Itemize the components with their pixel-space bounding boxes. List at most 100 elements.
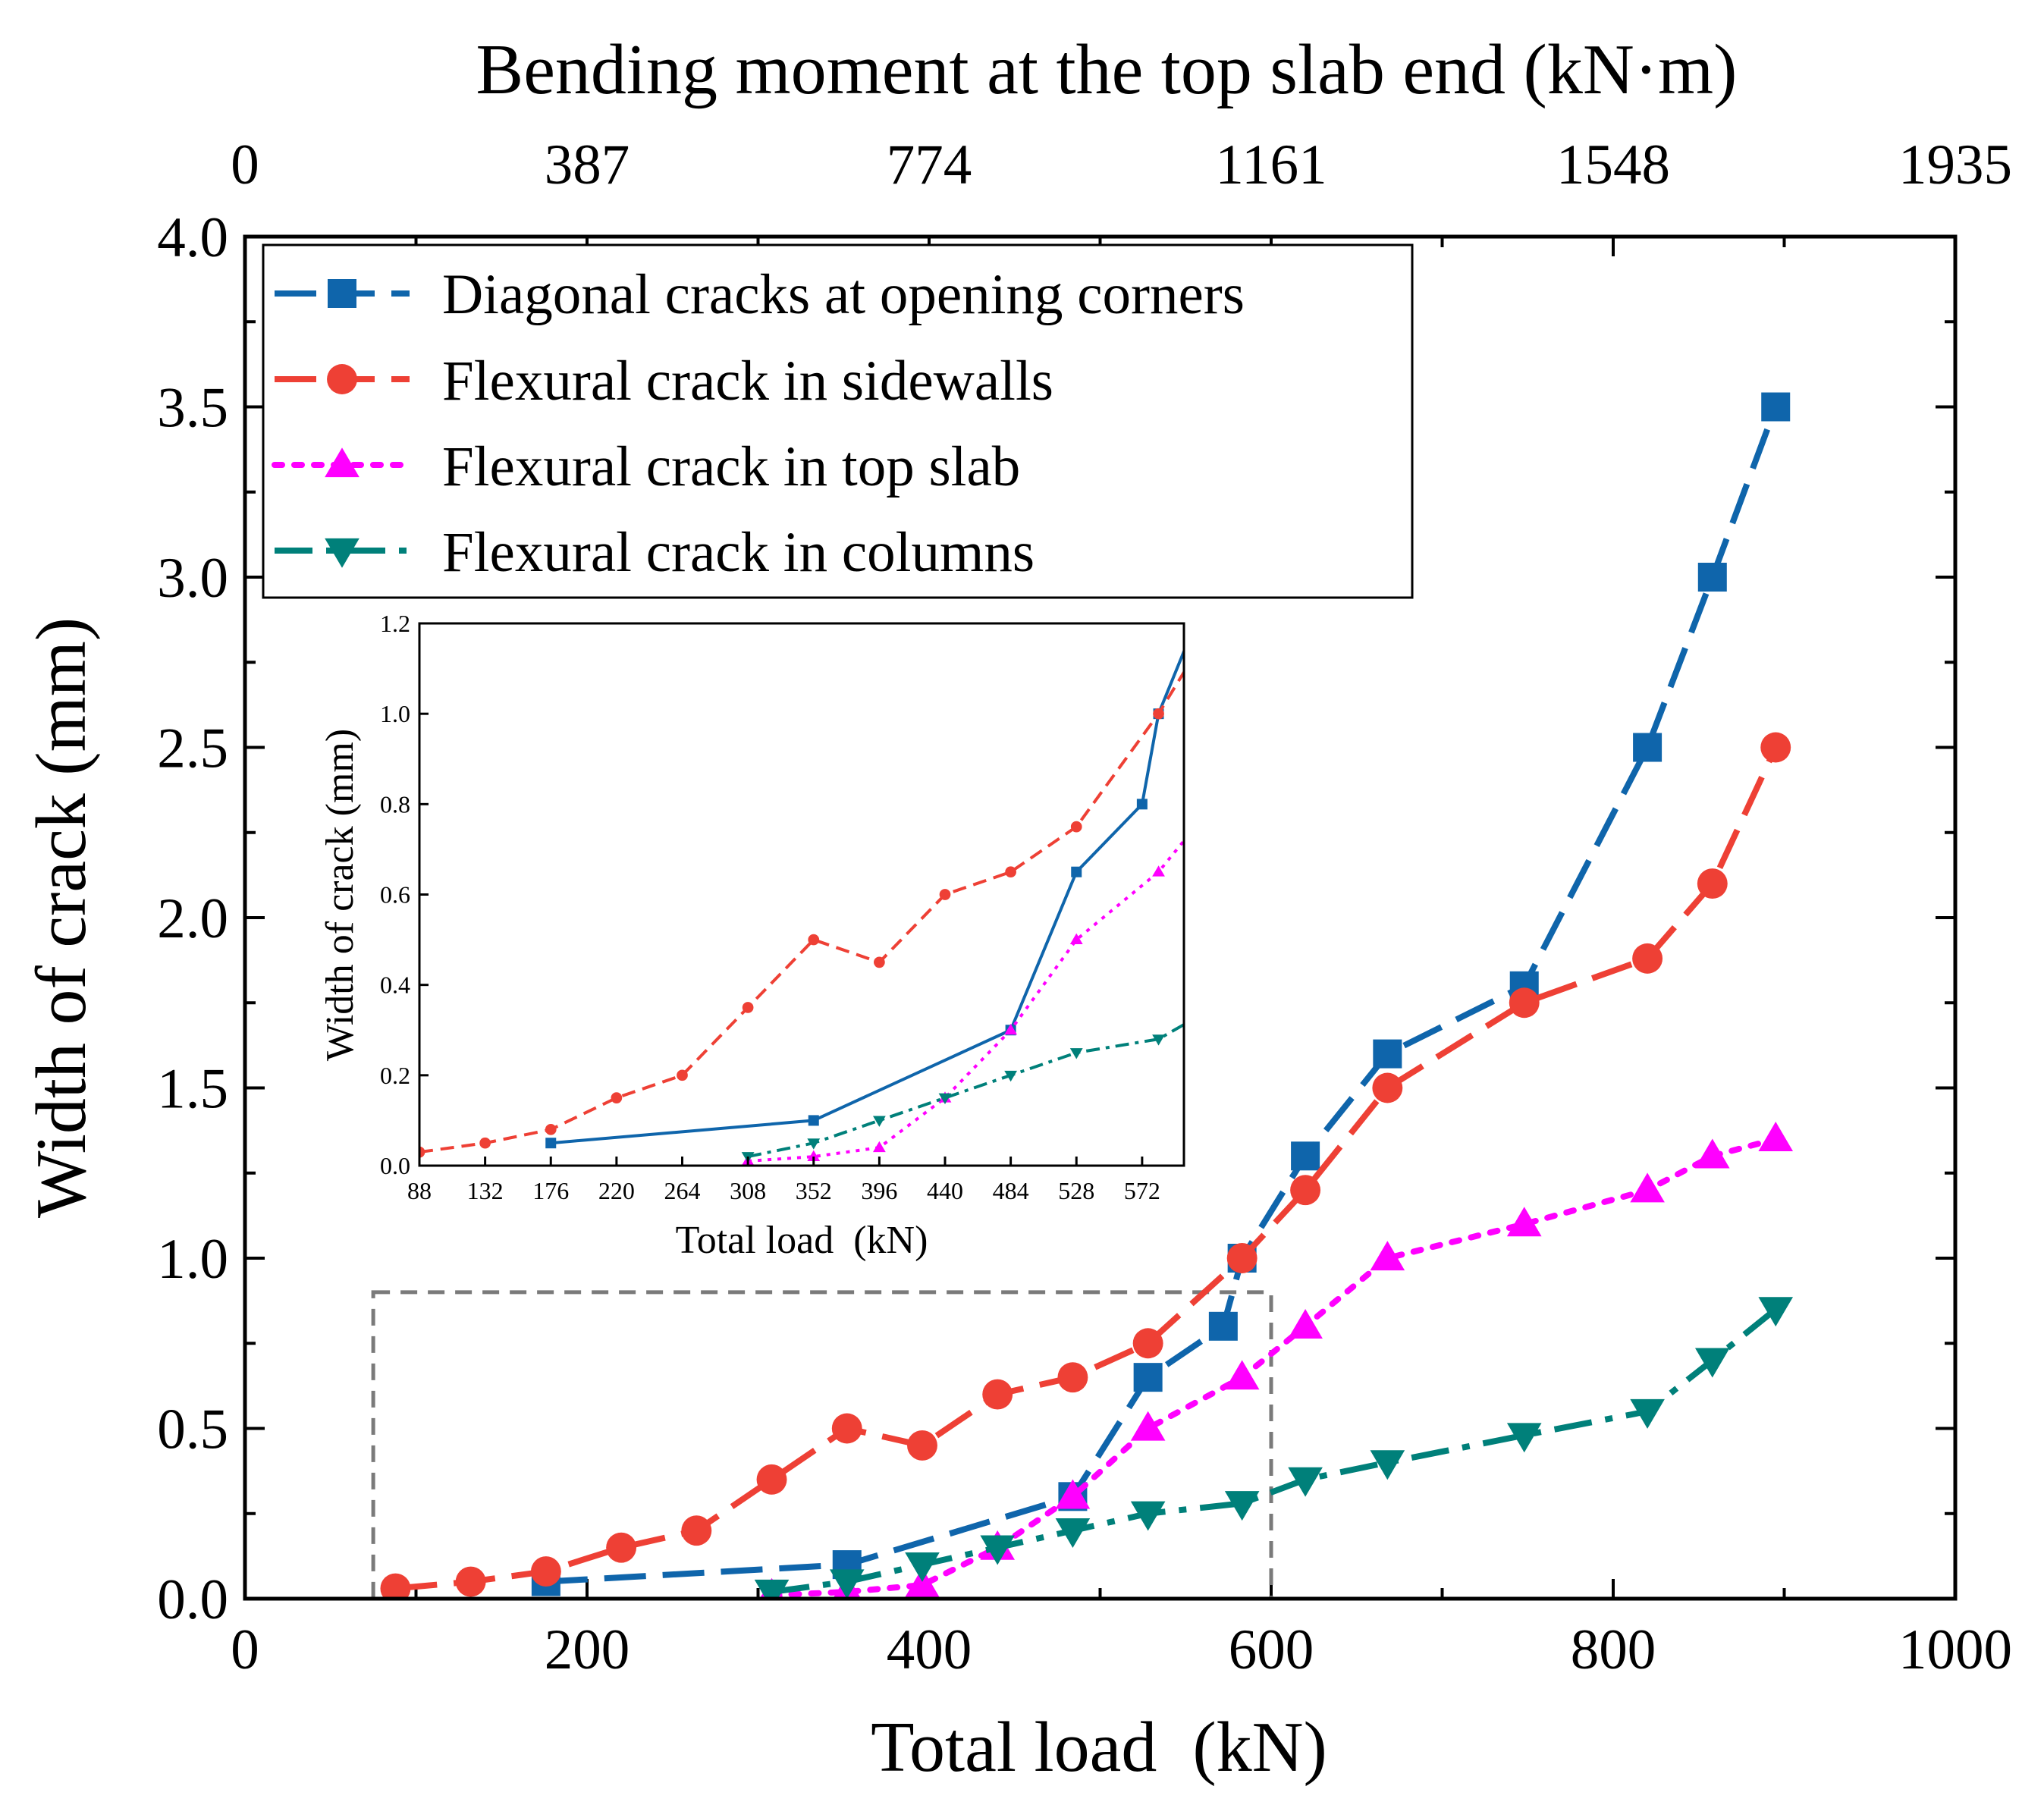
- series-2-marker: [380, 1573, 411, 1599]
- series-3-marker: [1130, 1411, 1166, 1441]
- series-2-marker: [1760, 732, 1791, 763]
- inset-series-3-marker: [1618, 549, 1631, 560]
- inset-x-tick-label: 396: [861, 1177, 897, 1204]
- series-3-marker: [1694, 1138, 1730, 1169]
- x-tick-label: 400: [887, 1618, 972, 1681]
- series-2-marker: [1226, 1243, 1257, 1273]
- inset-series-2-marker: [1507, 310, 1518, 322]
- inset-series-line-2: [419, 669, 1184, 1154]
- legend-marker-series-3: [325, 447, 360, 478]
- inset-series-4-marker: [1069, 1048, 1083, 1059]
- top-tick-label: 1935: [1898, 133, 2012, 196]
- series-1-marker: [1697, 563, 1727, 592]
- legend-box: [262, 243, 1414, 599]
- series-3-marker: [1758, 1122, 1794, 1151]
- inset-series-2-marker: [939, 889, 951, 900]
- inset-frame-bg: [419, 623, 1184, 1166]
- series-2-marker: [982, 1379, 1013, 1410]
- inset-series-2-marker: [1153, 708, 1164, 720]
- inset-x-tick-label: 264: [664, 1177, 701, 1204]
- top-tick-label: 1548: [1556, 133, 1670, 196]
- inset-series-2-marker: [419, 1146, 425, 1158]
- top-tick-label: 1161: [1215, 133, 1327, 196]
- inset-series-line-1: [551, 647, 1184, 1145]
- legend: Diagonal cracks at opening corners Flexu…: [262, 243, 1414, 599]
- inset-series-2-marker: [1070, 821, 1082, 833]
- inset-series-1-marker: [1071, 866, 1082, 877]
- y-tick-label: 2.0: [157, 887, 228, 950]
- series-3-marker: [1055, 1479, 1091, 1509]
- inset-y-tick-label: 0.2: [380, 1062, 410, 1089]
- series-1-marker: [1291, 1141, 1320, 1171]
- y-axis-ticks: 0.0 0.5 1.0 1.5 2.0 2.5 3.0 3.5 4.0: [157, 206, 1955, 1631]
- inset-series-3-marker: [1207, 798, 1220, 808]
- series-4-marker: [1224, 1491, 1260, 1521]
- series-4-marker: [980, 1535, 1015, 1565]
- y-tick-label: 2.5: [157, 717, 228, 780]
- inset-series-3-marker: [1563, 572, 1576, 582]
- series-4-marker: [1370, 1450, 1405, 1480]
- inset-series-3-marker: [1506, 617, 1519, 628]
- main-plot-series: [380, 392, 1794, 1599]
- series-4-marker: [1055, 1518, 1091, 1548]
- series-4-marker: [1506, 1423, 1542, 1453]
- series-3-marker: [1288, 1309, 1323, 1339]
- legend-label-series-4: Flexural crack in columns: [442, 521, 1035, 584]
- series-3-marker: [1506, 1207, 1542, 1237]
- inset-x-tick-label: 440: [927, 1177, 963, 1204]
- inset-series-4-marker: [807, 1138, 821, 1150]
- inset-series-3-marker: [872, 1141, 886, 1153]
- legend-label-series-1: Diagonal cracks at opening corners: [442, 263, 1245, 326]
- series-3-marker: [905, 1568, 940, 1598]
- inset-series-2-marker: [1208, 618, 1220, 629]
- inset-series-2-marker: [1564, 211, 1575, 222]
- inset-y-axis-ticks: 0.0 0.2 0.4 0.6 0.8 1.0 1.2: [380, 610, 429, 1179]
- x-tick-label: 800: [1571, 1618, 1656, 1681]
- inset-series-4-marker: [938, 1093, 952, 1105]
- inset-x-tick-label: 132: [467, 1177, 504, 1204]
- series-2-marker: [831, 1413, 862, 1444]
- series-4-marker: [1130, 1501, 1166, 1531]
- series-4-marker: [754, 1579, 790, 1599]
- inset-series-2-marker: [479, 1137, 491, 1149]
- inset-x-axis-title: Total load (kN): [676, 1219, 928, 1262]
- series-2-marker: [1057, 1362, 1088, 1393]
- series-1-marker: [1633, 733, 1663, 762]
- inset-series-1-marker: [808, 1115, 819, 1126]
- y-axis-title: Width of crack (mm): [22, 617, 101, 1218]
- inset-x-tick-label: 176: [532, 1177, 569, 1204]
- inset-series-2-marker: [808, 934, 820, 946]
- inset-series-1-marker: [545, 1138, 557, 1149]
- inset-series-3-marker: [1279, 708, 1292, 718]
- inset-y-tick-label: 0.8: [380, 790, 410, 818]
- inset-series-3-marker: [1069, 933, 1083, 945]
- inset-x-tick-label: 528: [1058, 1177, 1094, 1204]
- series-4-marker: [829, 1569, 865, 1599]
- series-3-marker: [1370, 1241, 1405, 1271]
- legend-marker-series-2: [327, 364, 357, 394]
- plot-frame: [243, 234, 1958, 1601]
- inset-series-2-marker: [677, 1069, 688, 1081]
- series-2-marker: [530, 1556, 561, 1587]
- inset-y-tick-label: 1.0: [380, 700, 410, 727]
- series-2-marker: [1632, 943, 1663, 974]
- inset-series-2-marker: [874, 956, 885, 968]
- inset-x-tick-label: 484: [993, 1177, 1029, 1204]
- y-tick-label: 3.0: [157, 547, 228, 610]
- top-tick-label: 387: [545, 133, 630, 196]
- series-2-marker: [1132, 1328, 1163, 1359]
- inset-y-tick-label: 0.4: [380, 971, 410, 999]
- inset-y-axis-title: Width of crack (mm): [319, 729, 362, 1061]
- inset-x-tick-label: 352: [796, 1177, 832, 1204]
- series-4-marker: [1630, 1398, 1665, 1429]
- series-2-marker: [606, 1532, 637, 1563]
- series-2-marker: [455, 1566, 486, 1597]
- inset-series-4-marker: [1399, 944, 1411, 955]
- series-1-marker: [1761, 392, 1791, 422]
- inset-series-3-marker: [807, 1150, 821, 1162]
- y-tick-label: 3.5: [157, 377, 228, 440]
- legend-label-series-3: Flexural crack in top slab: [442, 435, 1020, 498]
- series-2-marker: [756, 1464, 787, 1495]
- legend-marker-series-1: [328, 279, 356, 308]
